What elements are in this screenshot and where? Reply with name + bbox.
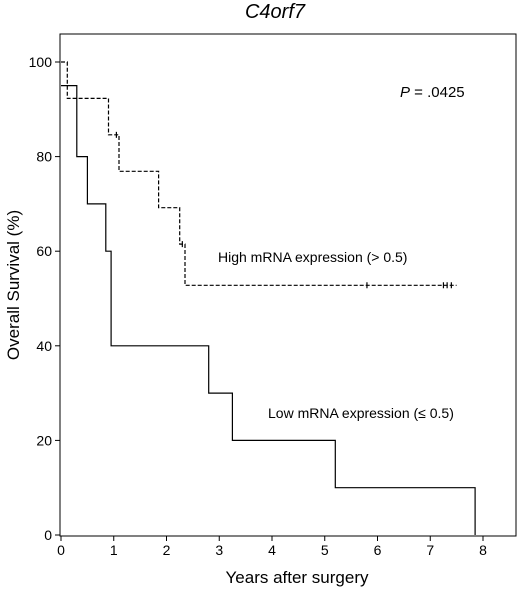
x-axis-label: Years after surgery — [226, 568, 369, 587]
plot-frame — [59, 33, 517, 537]
y-axis-label: Overall Survival (%) — [4, 210, 23, 360]
chart-title: C4orf7 — [245, 1, 306, 23]
p-value-label: P — [400, 84, 410, 101]
series-layer — [61, 61, 476, 535]
y-tick-label: 60 — [36, 243, 52, 259]
y-tick-label: 40 — [36, 338, 52, 354]
high-expression-label: High mRNA expression (> 0.5) — [218, 249, 407, 265]
x-tick-label: 4 — [268, 542, 276, 558]
low-expression-label: Low mRNA expression (≤ 0.5) — [268, 405, 454, 421]
y-tick-label: 0 — [44, 527, 52, 543]
x-tick-label: 1 — [110, 542, 118, 558]
x-axis: 0 1 2 3 4 5 6 7 8 — [57, 536, 487, 558]
p-value: P = .0425 — [400, 84, 465, 101]
y-tick-label: 20 — [36, 432, 52, 448]
x-tick-label: 3 — [215, 542, 223, 558]
x-tick-label: 6 — [374, 542, 382, 558]
y-axis: 0 20 40 60 80 100 — [29, 54, 60, 543]
x-tick-label: 7 — [426, 542, 434, 558]
x-tick-label: 2 — [163, 542, 171, 558]
y-tick-label: 100 — [29, 54, 53, 70]
x-tick-label: 5 — [321, 542, 329, 558]
p-value-text: = .0425 — [410, 84, 465, 101]
x-tick-label: 8 — [479, 542, 487, 558]
y-tick-label: 80 — [36, 149, 52, 165]
x-tick-label: 0 — [57, 542, 65, 558]
low-expression-curve — [61, 85, 476, 535]
high-expression-curve — [61, 61, 457, 286]
